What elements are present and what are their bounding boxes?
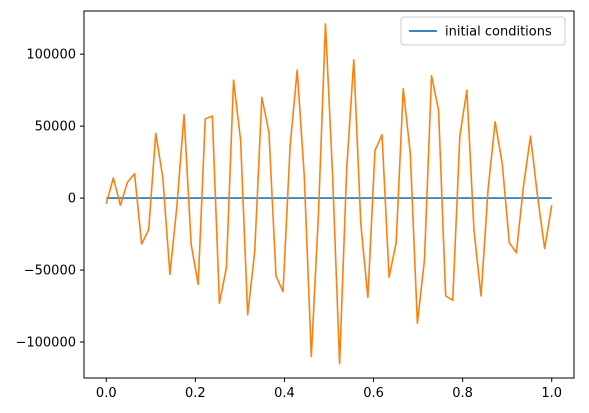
y-tick-label: −100000 [15, 336, 76, 351]
x-tick-label: 0.0 [96, 386, 117, 401]
legend-label-initial-conditions: initial conditions [445, 25, 552, 40]
y-tick-label: 100000 [26, 48, 76, 63]
x-tick-label: 0.2 [185, 386, 206, 401]
axes: 0.0 0.2 0.4 0.6 0.8 1.0 −100000 −50000 0 50000 100… [15, 10, 575, 401]
plot-area [105, 23, 553, 365]
y-tick-label: 50000 [35, 120, 76, 135]
legend: initial conditions [400, 16, 566, 46]
x-tick-label: 0.8 [452, 386, 473, 401]
axes-frame [83, 10, 575, 379]
y-tick-label: −50000 [24, 264, 76, 279]
y-tick-label: 0 [68, 192, 76, 207]
legend-frame [400, 16, 566, 46]
series-line-series-2 [105, 23, 553, 365]
x-tick-label: 0.4 [274, 386, 295, 401]
x-tick-label: 0.6 [363, 386, 384, 401]
x-tick-label: 1.0 [541, 386, 562, 401]
